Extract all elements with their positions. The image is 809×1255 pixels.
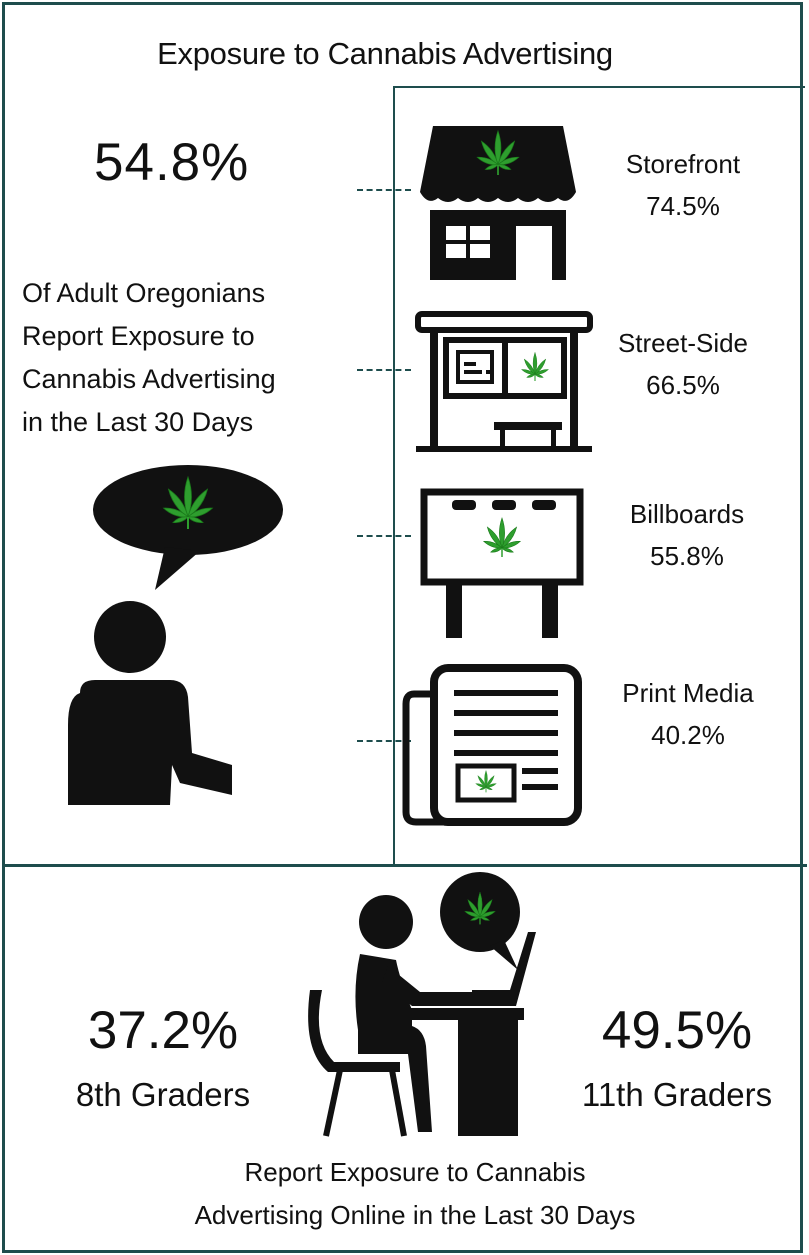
connector-street-side — [357, 369, 411, 371]
channel-street-side: Street-Side 66.5% — [583, 322, 783, 406]
online-description-line: Report Exposure to Cannabis — [244, 1157, 586, 1187]
channel-name: Billboards — [629, 499, 745, 529]
adult-description-line: in the Last 30 Days — [22, 407, 254, 437]
grade11-percent: 49.5% — [601, 1001, 753, 1060]
adult-description-line: Of Adult Oregonians — [22, 278, 266, 308]
channel-percent: 74.5% — [646, 191, 720, 221]
channel-name: Storefront — [625, 149, 741, 179]
person-speech-icon — [68, 465, 283, 805]
channels-panel — [393, 86, 805, 867]
grade8-percent: 37.2% — [87, 1001, 239, 1060]
adult-percent: 54.8% — [94, 133, 250, 192]
channel-name: Print Media — [622, 678, 754, 708]
channel-percent: 55.8% — [650, 541, 724, 571]
connector-print-media — [357, 740, 411, 742]
storefront-icon — [420, 126, 576, 280]
grade8-label: 8th Graders — [75, 1076, 251, 1113]
newspaper-icon — [402, 664, 582, 826]
connector-billboards — [357, 535, 411, 537]
channel-storefront: Storefront 74.5% — [583, 143, 783, 227]
bus-shelter-icon — [415, 311, 593, 452]
section-divider — [2, 864, 807, 867]
channel-percent: 40.2% — [651, 720, 725, 750]
channel-name: Street-Side — [617, 328, 749, 358]
grade11-label: 11th Graders — [581, 1076, 773, 1113]
person-at-computer-icon — [308, 872, 536, 1137]
billboard-icon — [420, 488, 584, 638]
online-description: Report Exposure to Cannabis Advertising … — [100, 1151, 730, 1237]
online-description-line: Advertising Online in the Last 30 Days — [194, 1200, 636, 1230]
adult-description-line: Cannabis Advertising — [22, 364, 276, 394]
channel-print-media: Print Media 40.2% — [588, 672, 788, 756]
adult-description: Of Adult Oregonians Report Exposure to C… — [22, 272, 352, 444]
adult-description-line: Report Exposure to — [22, 321, 255, 351]
infographic-title: Exposure to Cannabis Advertising — [157, 36, 613, 71]
channel-percent: 66.5% — [646, 370, 720, 400]
connector-storefront — [357, 189, 411, 191]
channel-billboards: Billboards 55.8% — [587, 493, 787, 577]
